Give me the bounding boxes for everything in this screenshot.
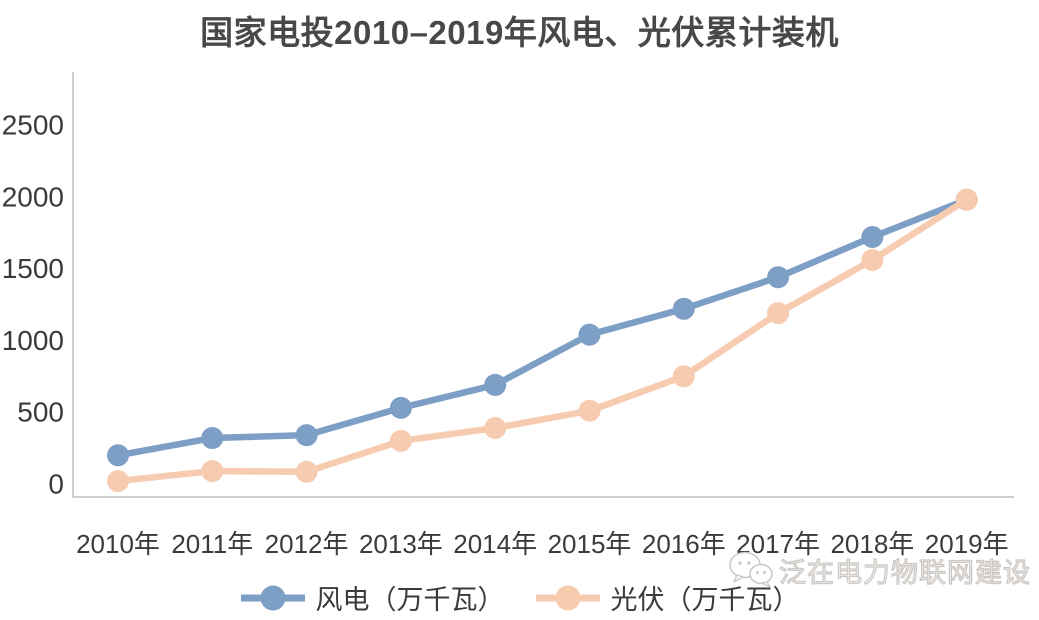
data-point-pv-2011年 bbox=[201, 460, 224, 483]
y-tick-label: 0 bbox=[48, 469, 64, 500]
y-tick-label: 1000 bbox=[2, 325, 64, 356]
data-point-wind-2018年 bbox=[861, 226, 884, 249]
x-category-label: 2011年 bbox=[171, 529, 253, 559]
series-line-pv bbox=[114, 196, 970, 485]
x-category-label: 2015年 bbox=[548, 529, 632, 559]
legend-item-pv: 光伏（万千瓦） bbox=[535, 578, 800, 617]
data-point-pv-2016年 bbox=[672, 365, 695, 388]
data-point-pv-2012年 bbox=[295, 460, 318, 483]
x-category-label: 2018年 bbox=[830, 529, 914, 559]
legend-label-wind: 风电（万千瓦） bbox=[315, 585, 505, 615]
x-category-label: 2016年 bbox=[642, 529, 726, 559]
x-category-label: 2014年 bbox=[453, 529, 537, 559]
data-point-wind-2017年 bbox=[767, 266, 790, 289]
legend-item-wind: 风电（万千瓦） bbox=[240, 578, 505, 617]
chart-title: 国家电投2010–2019年风电、光伏累计装机 bbox=[200, 14, 839, 51]
x-category-label: 2019年 bbox=[925, 529, 1009, 559]
chart-legend: 风电（万千瓦） 光伏（万千瓦） bbox=[240, 578, 800, 617]
y-tick-label: 1500 bbox=[2, 253, 64, 284]
data-point-pv-2019年 bbox=[955, 188, 978, 211]
data-point-wind-2011年 bbox=[201, 427, 224, 450]
legend-marker-wind-icon bbox=[240, 585, 305, 610]
legend-label-pv: 光伏（万千瓦） bbox=[610, 585, 800, 615]
series-line-wind bbox=[114, 196, 970, 459]
x-category-label: 2012年 bbox=[265, 529, 349, 559]
data-point-pv-2017年 bbox=[767, 302, 790, 325]
y-tick-label: 2500 bbox=[2, 110, 64, 141]
data-point-wind-2014年 bbox=[484, 373, 507, 396]
data-point-pv-2010年 bbox=[107, 470, 129, 493]
data-point-pv-2018年 bbox=[861, 248, 884, 271]
y-tick-label: 2000 bbox=[2, 181, 64, 212]
legend-marker-pv-icon bbox=[535, 585, 600, 610]
data-point-wind-2013年 bbox=[389, 396, 412, 419]
y-tick-label: 500 bbox=[17, 397, 64, 428]
data-point-wind-2012年 bbox=[295, 424, 318, 447]
x-category-label: 2013年 bbox=[359, 529, 443, 559]
line-chart: 0 500 1000 1500 2000 2500 2010年 2011年 2012年 2013年… bbox=[2, 72, 1014, 559]
data-point-pv-2014年 bbox=[484, 416, 507, 439]
data-point-pv-2015年 bbox=[578, 399, 601, 422]
data-point-pv-2013年 bbox=[389, 429, 412, 452]
data-point-wind-2016年 bbox=[672, 297, 695, 320]
x-category-label: 2010年 bbox=[76, 529, 160, 559]
x-category-label: 2017年 bbox=[736, 529, 820, 559]
data-point-wind-2010年 bbox=[107, 444, 129, 467]
data-point-wind-2015年 bbox=[578, 323, 601, 346]
